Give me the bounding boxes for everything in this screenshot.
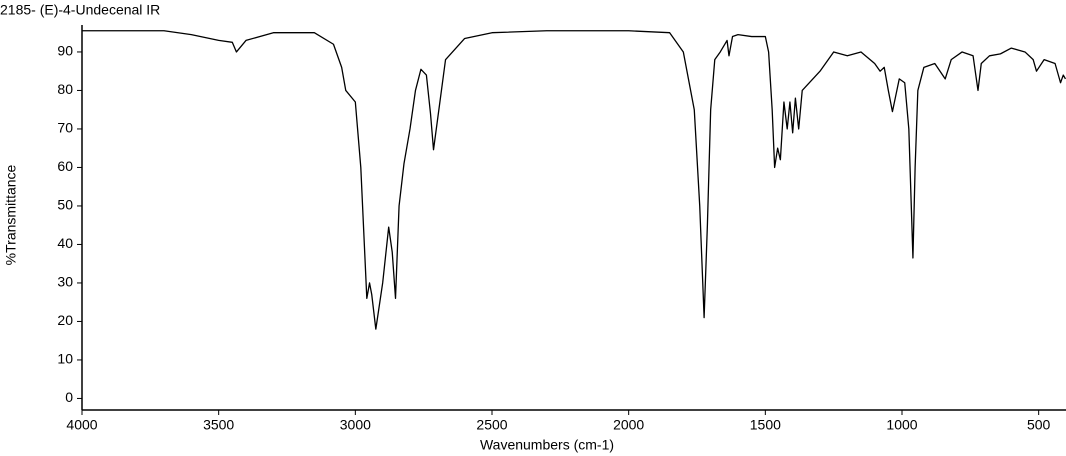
x-tick-label: 3000 — [340, 417, 371, 433]
x-tick-label: 3500 — [203, 417, 234, 433]
y-tick-label: 20 — [57, 312, 73, 328]
y-tick-label: 70 — [57, 120, 73, 136]
x-tick-label: 2000 — [613, 417, 644, 433]
x-tick-label: 500 — [1027, 417, 1051, 433]
x-tick-label: 4000 — [66, 417, 97, 433]
x-tick-label: 1000 — [886, 417, 917, 433]
chart-title: 2185- (E)-4-Undecenal IR — [0, 2, 160, 18]
y-tick-label: 10 — [57, 351, 73, 367]
x-axis-label: Wavenumbers (cm-1) — [480, 437, 614, 453]
y-tick-label: 30 — [57, 274, 73, 290]
spectrum-line — [82, 30, 1066, 330]
y-tick-label: 90 — [57, 43, 73, 59]
y-tick-label: 80 — [57, 81, 73, 97]
x-tick-label: 2500 — [476, 417, 507, 433]
y-tick-label: 0 — [65, 389, 73, 405]
y-tick-label: 50 — [57, 197, 73, 213]
y-tick-label: 60 — [57, 158, 73, 174]
y-tick-label: 40 — [57, 235, 73, 251]
y-axis-label: %Transmittance — [3, 164, 19, 265]
x-tick-label: 1500 — [750, 417, 781, 433]
